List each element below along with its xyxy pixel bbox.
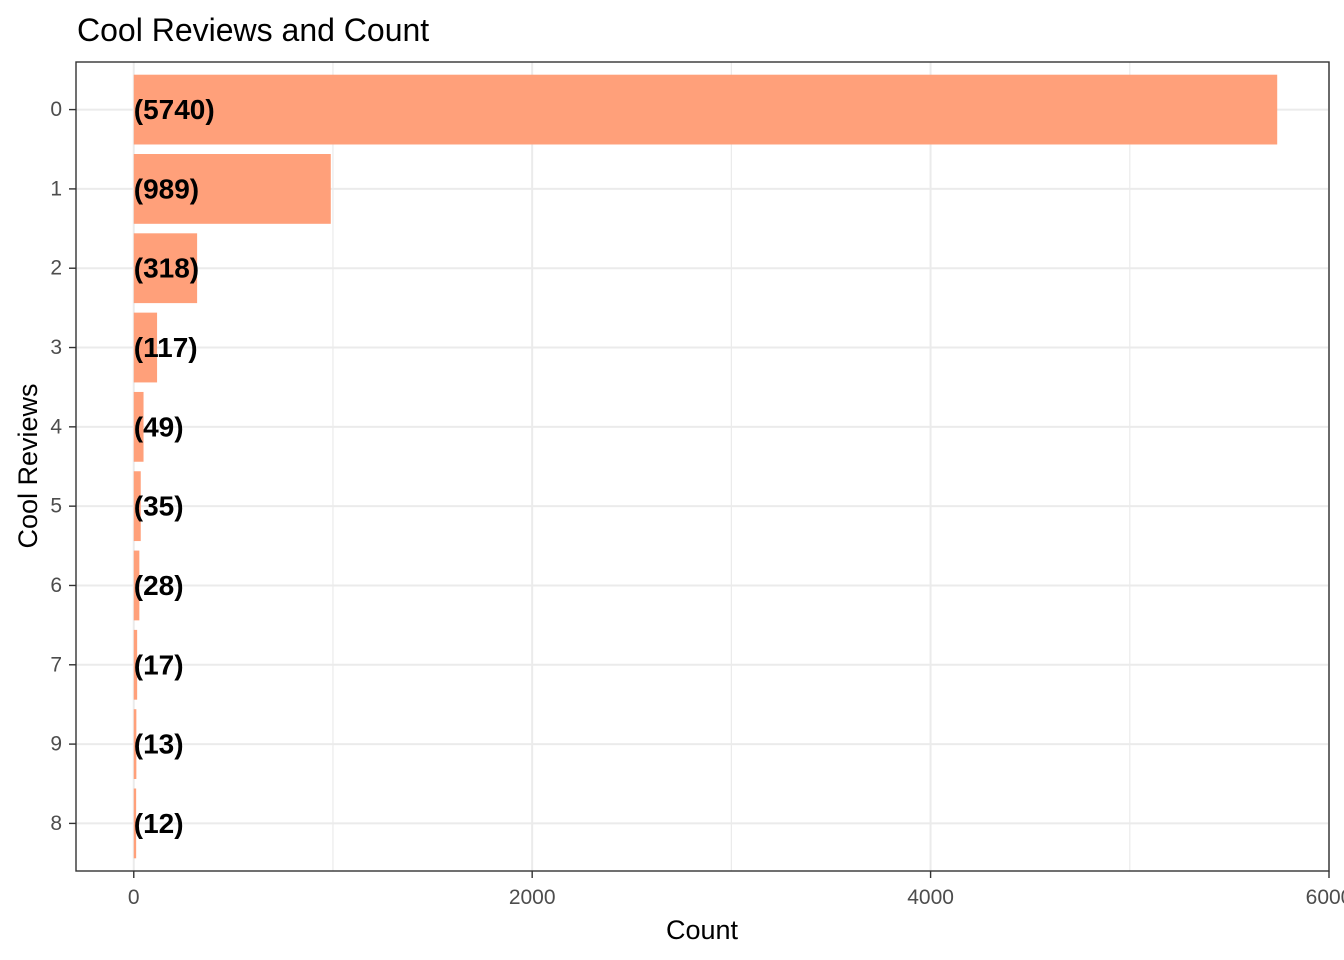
y-axis: 0 1 2 3 4 5 6 7 9 8 (50, 98, 76, 835)
bar (133, 471, 141, 542)
chart-title: Cool Reviews and Count (77, 12, 429, 48)
y-tick-label: 4 (50, 415, 62, 438)
data-label-layer: (5740) (989) (318) (117) (49) (35) (28) (17) (13… (134, 94, 215, 839)
y-tick-label: 2 (50, 257, 62, 280)
bar (133, 391, 144, 462)
bar-data-label: (117) (134, 332, 198, 363)
x-tick-label: 2000 (509, 886, 556, 909)
bar (133, 550, 140, 621)
y-axis-title: Cool Reviews (13, 383, 43, 548)
y-tick-label: 3 (50, 336, 62, 359)
bar-data-label: (318) (134, 253, 199, 284)
y-tick-label: 6 (50, 574, 62, 597)
bar-data-label: (35) (134, 491, 184, 522)
bar-data-label: (5740) (134, 94, 215, 125)
bar-layer (133, 74, 1278, 859)
y-tick-label: 1 (50, 177, 62, 200)
y-tick-label: 5 (50, 495, 62, 518)
y-tick-label: 7 (50, 653, 62, 676)
x-tick-label: 0 (128, 886, 140, 909)
panel-border (75, 61, 1330, 872)
bar-data-label: (12) (134, 808, 184, 839)
bar (133, 74, 1278, 145)
bar (133, 629, 138, 700)
bar-data-label: (49) (134, 411, 184, 442)
bar (133, 788, 137, 859)
y-tick-label: 0 (50, 98, 62, 121)
bar-data-label: (13) (134, 729, 184, 760)
x-tick-label: 4000 (907, 886, 954, 909)
bar-data-label: (17) (134, 649, 184, 680)
bar (133, 312, 158, 383)
y-tick-label: 9 (50, 733, 62, 756)
bar (133, 233, 198, 304)
y-tick-label: 8 (50, 812, 62, 835)
x-axis-title: Count (666, 915, 739, 945)
bar (133, 709, 137, 779)
bar-data-label: (28) (134, 570, 184, 601)
bar (133, 154, 331, 224)
bar-data-label: (989) (134, 173, 199, 204)
